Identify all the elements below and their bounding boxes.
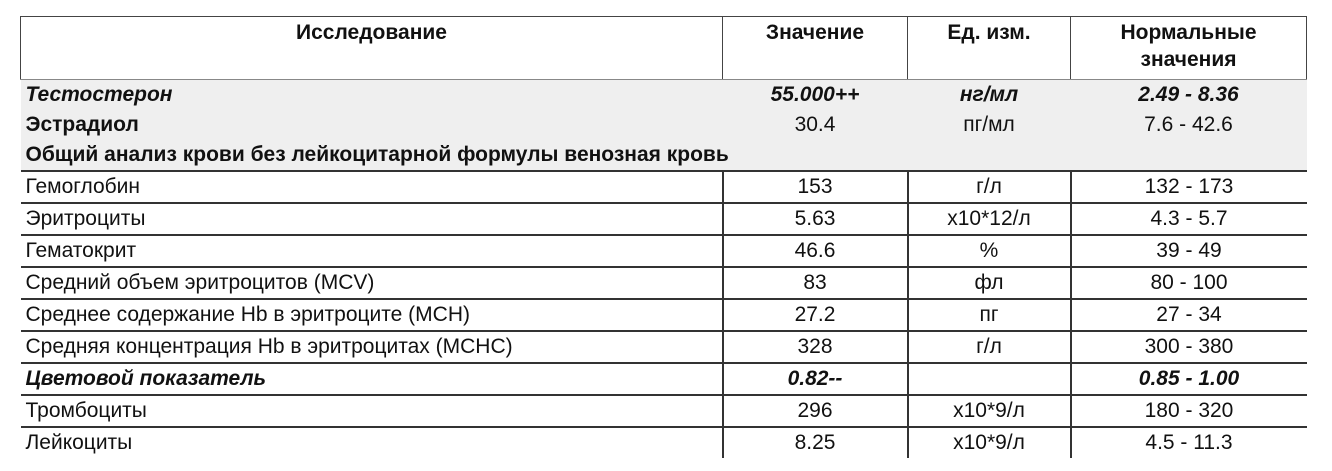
test-unit: % [906, 234, 1071, 267]
test-name: Гемоглобин [20, 170, 723, 203]
test-value: 0.82-- [721, 362, 908, 395]
test-range: 180 - 320 [1069, 394, 1307, 427]
test-range: 300 - 380 [1069, 330, 1307, 363]
test-name: Эстрадиол [20, 110, 723, 140]
test-range: 80 - 100 [1069, 266, 1307, 299]
test-value: 27.2 [721, 298, 908, 331]
test-unit: г/л [906, 170, 1071, 203]
section-title: Общий анализ крови без лейкоцитарной фор… [20, 140, 1307, 172]
table-row: Цветовой показатель 0.82-- 0.85 - 1.00 [20, 362, 1307, 395]
test-range: 27 - 34 [1069, 298, 1307, 331]
test-range: 7.6 - 42.6 [1070, 110, 1307, 140]
test-range: 132 - 173 [1069, 170, 1307, 203]
test-range: 39 - 49 [1069, 234, 1307, 267]
test-range: 4.3 - 5.7 [1069, 202, 1307, 235]
test-unit [906, 362, 1071, 395]
test-value: 296 [721, 394, 908, 427]
header-value: Значение [722, 16, 908, 80]
table-row: Лейкоциты 8.25 x10*9/л 4.5 - 11.3 [20, 426, 1307, 458]
test-unit: г/л [906, 330, 1071, 363]
table-row: Гемоглобин 153 г/л 132 - 173 [20, 170, 1307, 203]
test-name: Тестостерон [20, 79, 723, 110]
test-name: Лейкоциты [20, 426, 723, 458]
test-unit: x10*9/л [906, 426, 1071, 458]
test-value: 46.6 [721, 234, 908, 267]
test-value: 30.4 [722, 110, 908, 140]
lab-results-table: Исследование Значение Ед. изм. Нормальны… [20, 16, 1307, 458]
test-name: Эритроциты [20, 202, 723, 235]
table-row: Тестостерон 55.000++ нг/мл 2.49 - 8.36 [20, 79, 1307, 110]
test-name: Гематокрит [20, 234, 723, 267]
test-name: Цветовой показатель [20, 362, 723, 395]
test-unit: нг/мл [907, 79, 1071, 110]
test-value: 328 [721, 330, 908, 363]
header-row: Исследование Значение Ед. изм. Нормальны… [20, 16, 1307, 80]
table-row: Гематокрит 46.6% 39 - 49 [20, 234, 1307, 267]
test-range: 0.85 - 1.00 [1069, 362, 1307, 395]
test-range: 2.49 - 8.36 [1070, 79, 1307, 110]
table-row: Эстрадиол 30.4 пг/мл 7.6 - 42.6 [20, 110, 1307, 140]
table-row: Эритроциты 5.63 x10*12/л 4.3 - 5.7 [20, 202, 1307, 235]
test-name: Тромбоциты [20, 394, 723, 427]
test-range: 4.5 - 11.3 [1069, 426, 1307, 458]
test-unit: фл [906, 266, 1071, 299]
test-value: 8.25 [721, 426, 908, 458]
test-name: Средняя концентрация Hb в эритроцитах (M… [20, 330, 723, 363]
header-test: Исследование [20, 16, 723, 80]
table-row: Среднее содержание Hb в эритроците (MCH)… [20, 298, 1307, 331]
table-row: Тромбоциты 296 x10*9/л 180 - 320 [20, 394, 1307, 427]
test-name: Среднее содержание Hb в эритроците (MCH) [20, 298, 723, 331]
test-value: 5.63 [721, 202, 908, 235]
table-row: Средняя концентрация Hb в эритроцитах (M… [20, 330, 1307, 363]
test-value: 153 [721, 170, 908, 203]
test-name: Средний объем эритроцитов (MCV) [20, 266, 723, 299]
test-unit: x10*12/л [906, 202, 1071, 235]
test-unit: пг/мл [907, 110, 1071, 140]
test-value: 83 [721, 266, 908, 299]
header-unit: Ед. изм. [907, 16, 1071, 80]
test-value: 55.000++ [722, 79, 908, 110]
section-header-row: Общий анализ крови без лейкоцитарной фор… [20, 140, 1307, 172]
test-unit: x10*9/л [906, 394, 1071, 427]
test-unit: пг [906, 298, 1071, 331]
header-range: Нормальные значения [1070, 16, 1307, 80]
table-row: Средний объем эритроцитов (MCV) 83 фл 80 - … [20, 266, 1307, 299]
